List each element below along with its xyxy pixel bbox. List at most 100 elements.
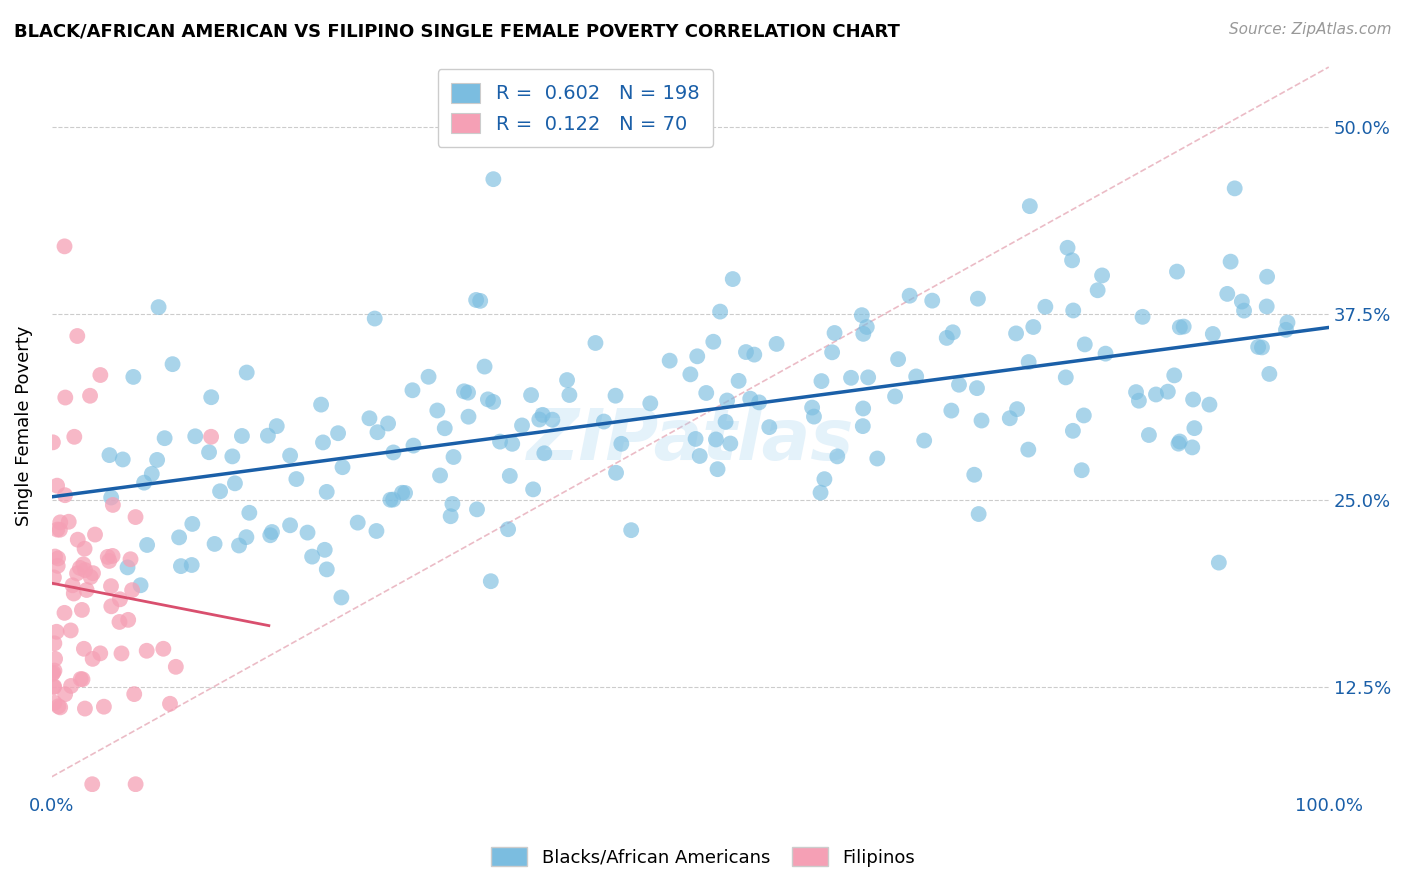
Point	[685, 432, 707, 446]
Point	[801, 401, 824, 415]
Point	[457, 385, 479, 400]
Point	[852, 401, 875, 416]
Point	[117, 560, 139, 574]
Point	[332, 460, 354, 475]
Point	[278, 449, 301, 463]
Point	[315, 484, 337, 499]
Point	[42, 570, 65, 584]
Point	[117, 613, 139, 627]
Point	[44, 636, 66, 650]
Point	[124, 510, 146, 524]
Point	[813, 472, 835, 486]
Point	[1056, 241, 1078, 255]
Point	[433, 421, 456, 435]
Point	[593, 415, 616, 429]
Point	[72, 673, 94, 687]
Point	[108, 615, 131, 629]
Point	[465, 502, 488, 516]
Point	[382, 492, 405, 507]
Point	[221, 450, 243, 464]
Point	[180, 558, 202, 572]
Point	[1062, 424, 1084, 438]
Point	[235, 366, 257, 380]
Point	[482, 395, 505, 409]
Point	[658, 353, 681, 368]
Point	[585, 336, 607, 351]
Point	[810, 374, 832, 388]
Point	[640, 396, 662, 410]
Point	[198, 445, 221, 459]
Point	[970, 413, 993, 427]
Point	[1125, 385, 1147, 400]
Point	[46, 523, 69, 537]
Point	[477, 392, 499, 407]
Point	[394, 486, 416, 500]
Point	[44, 664, 66, 678]
Point	[1062, 303, 1084, 318]
Point	[146, 453, 169, 467]
Point	[1256, 269, 1278, 284]
Point	[758, 420, 780, 434]
Point	[100, 599, 122, 614]
Point	[278, 518, 301, 533]
Point	[851, 308, 873, 322]
Point	[48, 699, 70, 714]
Point	[998, 411, 1021, 425]
Point	[259, 528, 281, 542]
Point	[942, 326, 965, 340]
Point	[686, 349, 709, 363]
Point	[66, 533, 89, 547]
Point	[44, 549, 66, 564]
Point	[181, 516, 204, 531]
Point	[98, 448, 121, 462]
Point	[63, 430, 86, 444]
Point	[66, 566, 89, 581]
Point	[135, 644, 157, 658]
Point	[839, 371, 862, 385]
Point	[605, 466, 627, 480]
Point	[610, 437, 633, 451]
Point	[620, 523, 643, 537]
Point	[364, 311, 387, 326]
Point	[748, 395, 770, 409]
Point	[66, 329, 89, 343]
Point	[59, 624, 82, 638]
Point	[418, 369, 440, 384]
Point	[124, 777, 146, 791]
Point	[41, 667, 63, 681]
Point	[79, 570, 101, 584]
Point	[856, 370, 879, 384]
Point	[727, 374, 749, 388]
Point	[520, 388, 543, 402]
Point	[62, 578, 84, 592]
Point	[58, 515, 80, 529]
Point	[153, 431, 176, 445]
Point	[1062, 253, 1084, 268]
Point	[1018, 199, 1040, 213]
Point	[1074, 337, 1097, 351]
Point	[204, 537, 226, 551]
Point	[855, 320, 877, 334]
Point	[935, 331, 957, 345]
Point	[1018, 355, 1040, 369]
Point	[82, 777, 104, 791]
Point	[1173, 319, 1195, 334]
Point	[266, 419, 288, 434]
Point	[1091, 268, 1114, 283]
Point	[53, 391, 76, 405]
Point	[69, 561, 91, 575]
Point	[470, 293, 492, 308]
Point	[718, 436, 741, 450]
Point	[501, 437, 523, 451]
Point	[1128, 393, 1150, 408]
Point	[122, 687, 145, 701]
Point	[152, 641, 174, 656]
Point	[1070, 463, 1092, 477]
Point	[285, 472, 308, 486]
Point	[44, 652, 66, 666]
Point	[1167, 436, 1189, 450]
Point	[499, 469, 522, 483]
Point	[1216, 286, 1239, 301]
Point	[84, 527, 107, 541]
Point	[73, 563, 96, 577]
